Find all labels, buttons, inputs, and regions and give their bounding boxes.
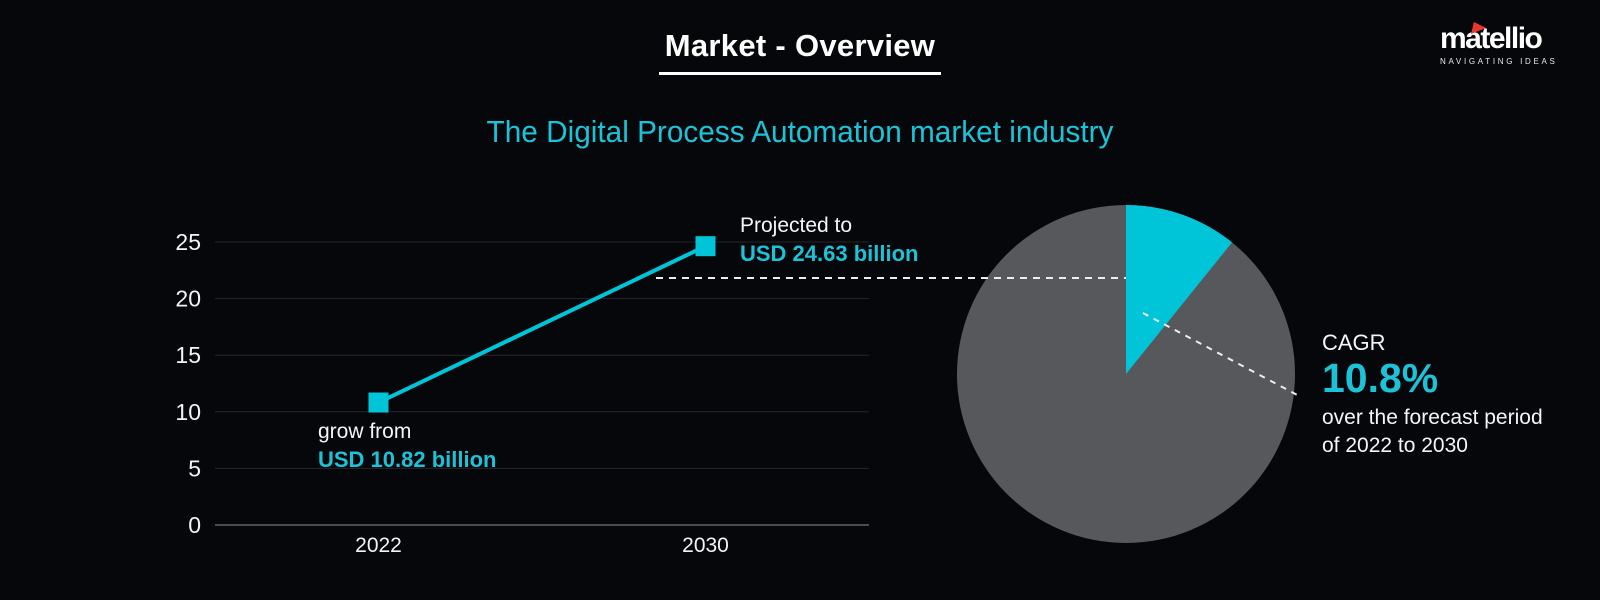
y-tick-label: 0 [188, 512, 201, 538]
cagr-block: CAGR 10.8% over the forecast period of 2… [1322, 330, 1543, 459]
cagr-text-line2: of 2022 to 2030 [1322, 433, 1468, 457]
logo: matellio NAVIGATING IDEAS [1440, 22, 1570, 66]
title-wrap: Market - Overview [0, 28, 1600, 75]
subtitle: The Digital Process Automation market in… [486, 114, 1114, 149]
annotation-end-amount: USD 24.63 billion [740, 241, 919, 267]
cagr-label: CAGR [1322, 330, 1386, 355]
logo-flag-icon [1471, 22, 1486, 34]
page-title: Market - Overview [658, 28, 942, 75]
x-tick-label: 2022 [355, 534, 402, 557]
cagr-value: 10.8% [1322, 355, 1439, 402]
annotation-start-value: grow from USD 10.82 billion [318, 419, 497, 474]
trend-line [377, 244, 707, 405]
cagr-text-line1: over the forecast period [1322, 406, 1543, 430]
pie-highlight-slice [1126, 204, 1233, 374]
data-point-marker [368, 392, 389, 413]
logo-name: matellio [1440, 22, 1543, 55]
y-tick-label: 20 [175, 286, 201, 312]
y-tick-label: 10 [175, 399, 201, 425]
y-tick-label: 15 [175, 342, 201, 368]
annotation-end-value: Projected to USD 24.63 billion [740, 213, 919, 268]
x-tick-label: 2030 [682, 534, 729, 557]
annotation-start-text: grow from [318, 420, 412, 443]
annotation-end-text: Projected to [740, 214, 853, 237]
dashed-connector-to-cagr [1142, 312, 1302, 398]
annotation-start-amount: USD 10.82 billion [318, 447, 497, 473]
y-tick-label: 25 [175, 229, 201, 255]
logo-tagline: NAVIGATING IDEAS [1440, 57, 1558, 66]
data-point-marker [695, 236, 716, 257]
y-tick-label: 5 [188, 455, 201, 481]
